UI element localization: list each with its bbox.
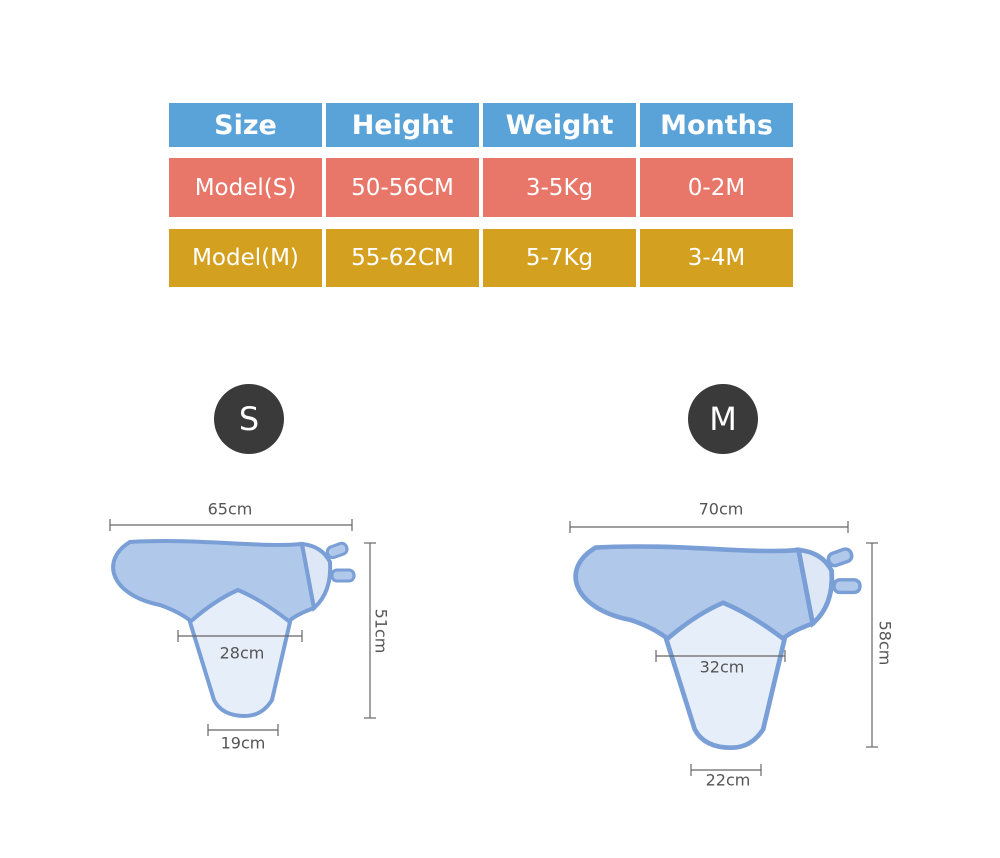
table-cell: 3-5Kg (483, 158, 636, 217)
width-label: 65cm (208, 500, 253, 519)
bottom-label: 19cm (221, 734, 266, 753)
table-cell: Model(S) (169, 158, 322, 217)
bottom-label: 22cm (706, 771, 751, 790)
table-cell: Model(M) (169, 229, 322, 287)
table-cell: 5-7Kg (483, 229, 636, 287)
swaddle-s (111, 539, 356, 718)
middle-label: 32cm (700, 658, 745, 677)
header-cell: Height (326, 103, 479, 147)
dimension-lines (109, 519, 878, 776)
size-letter: S (239, 400, 259, 438)
table-cell: 0-2M (640, 158, 793, 217)
table-cell: 3-4M (640, 229, 793, 287)
middle-label: 28cm (220, 644, 265, 663)
header-cell: Weight (483, 103, 636, 147)
table-cell: 50-56CM (326, 158, 479, 217)
height-label: 51cm (372, 609, 391, 654)
height-label: 58cm (876, 621, 895, 666)
size-letter: M (709, 400, 737, 438)
size-badge (214, 384, 284, 454)
header-cell: Size (169, 103, 322, 147)
header-cell: Months (640, 103, 793, 147)
table-cell: 55-62CM (326, 229, 479, 287)
swaddle-m (576, 546, 860, 747)
width-label: 70cm (699, 500, 744, 519)
size-badge (688, 384, 758, 454)
